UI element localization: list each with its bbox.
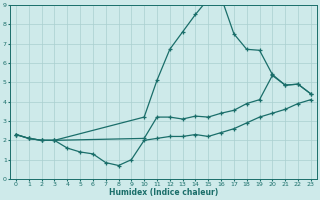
X-axis label: Humidex (Indice chaleur): Humidex (Indice chaleur): [109, 188, 218, 197]
